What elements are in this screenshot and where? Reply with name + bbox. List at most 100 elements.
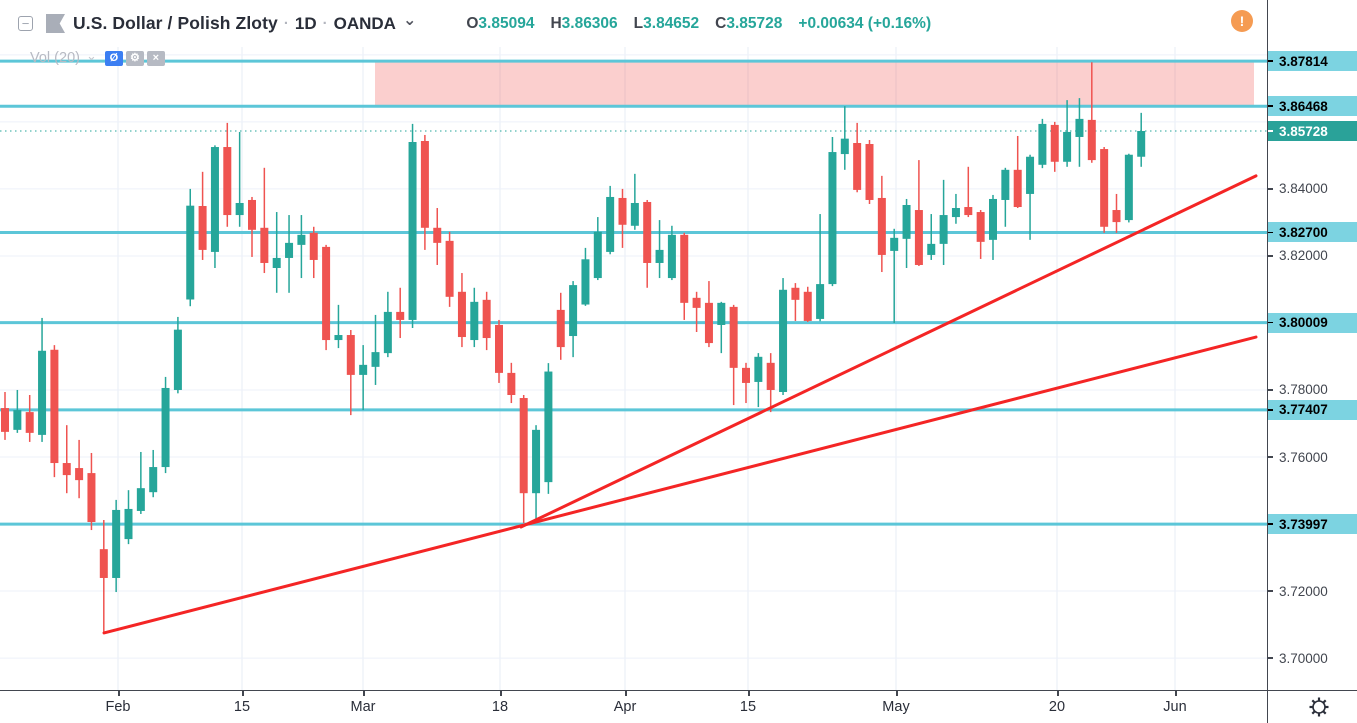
volume-legend: Vol (20) ⌄ Ø ⚙ × bbox=[30, 48, 168, 66]
candle-body bbox=[519, 398, 528, 494]
trendline[interactable] bbox=[102, 335, 1258, 635]
exclamation-icon: ! bbox=[1239, 13, 1245, 29]
candle-body bbox=[593, 231, 602, 279]
candle-body bbox=[346, 335, 355, 375]
candle-body bbox=[272, 257, 281, 269]
candle-body bbox=[161, 387, 170, 468]
candle-body bbox=[902, 205, 911, 239]
axis-tick-mark bbox=[1268, 105, 1273, 107]
candle-body bbox=[655, 249, 664, 263]
price-tick-label: 3.76000 bbox=[1268, 448, 1328, 466]
candle-body bbox=[173, 329, 182, 390]
candle-body bbox=[322, 246, 331, 341]
candle-body bbox=[445, 240, 454, 297]
price-tick-label: 3.70000 bbox=[1268, 649, 1328, 667]
alert-button[interactable]: ! bbox=[1231, 10, 1253, 32]
axis-tick-mark bbox=[1268, 255, 1273, 257]
price-level-badge: 3.82700 bbox=[1268, 222, 1357, 243]
candlestick-chart[interactable] bbox=[0, 47, 1267, 690]
resistance-zone[interactable] bbox=[375, 61, 1254, 107]
candle-body bbox=[791, 287, 800, 300]
time-tick-label: 20 bbox=[1048, 699, 1066, 715]
price-level-badge: 3.77407 bbox=[1268, 399, 1357, 420]
indicator-label[interactable]: Vol (20) bbox=[30, 50, 80, 66]
axis-tick-mark bbox=[363, 691, 365, 696]
candle-body bbox=[704, 302, 713, 344]
price-axis[interactable]: 3.84000 3.82000 3.78000 3.76000 3.72000 3.700… bbox=[1267, 0, 1357, 690]
price-tick-label: 3.84000 bbox=[1268, 180, 1328, 198]
candle-body bbox=[976, 212, 985, 242]
candle-body bbox=[742, 367, 750, 383]
candle-body bbox=[853, 143, 862, 190]
indicator-settings-button[interactable]: ⚙ bbox=[125, 50, 144, 66]
axis-tick-mark bbox=[1175, 691, 1177, 696]
candle-body bbox=[606, 196, 615, 252]
candle-body bbox=[334, 335, 343, 341]
candle-body bbox=[297, 234, 306, 245]
candle-body bbox=[25, 412, 34, 433]
hide-indicator-button[interactable]: Ø bbox=[104, 50, 123, 66]
time-axis[interactable]: Feb 15 Mar 18 Apr 15 May 20 Jun bbox=[0, 690, 1357, 723]
axis-corner-separator bbox=[1267, 691, 1268, 723]
candle-body bbox=[1038, 123, 1047, 165]
time-tick-label: Jun bbox=[1163, 699, 1187, 715]
candle-body bbox=[1001, 169, 1010, 200]
remove-indicator-button[interactable]: × bbox=[146, 50, 165, 66]
interval-label[interactable]: 1D bbox=[294, 13, 317, 33]
axis-tick-mark bbox=[1268, 389, 1273, 391]
trendline[interactable] bbox=[519, 174, 1258, 529]
axis-tick-mark bbox=[118, 691, 120, 696]
collapse-button[interactable]: − bbox=[18, 16, 33, 31]
candle-body bbox=[556, 309, 565, 348]
axis-settings-button[interactable] bbox=[1306, 696, 1332, 720]
current-price-badge: 3.85728 bbox=[1268, 121, 1357, 141]
price-level-badge: 3.87814 bbox=[1268, 51, 1357, 72]
time-tick-label: 15 bbox=[233, 699, 251, 715]
close-icon: × bbox=[152, 51, 160, 64]
candle-body bbox=[186, 205, 195, 300]
price-tick-label: 3.78000 bbox=[1268, 381, 1328, 399]
time-tick-label: 18 bbox=[491, 699, 509, 715]
chevron-down-icon[interactable]: ⌄ bbox=[402, 11, 417, 29]
candle-body bbox=[989, 198, 997, 240]
axis-tick-mark bbox=[1268, 456, 1273, 458]
candle-body bbox=[99, 549, 108, 578]
axis-tick-mark bbox=[1268, 409, 1273, 411]
chevron-down-icon[interactable]: ⌄ bbox=[85, 48, 97, 63]
candle-body bbox=[532, 429, 541, 494]
candle-body bbox=[692, 297, 701, 308]
open-value: 3.85094 bbox=[478, 14, 535, 32]
candle-body bbox=[223, 147, 232, 216]
candle-body bbox=[50, 349, 59, 464]
exchange-label[interactable]: OANDA bbox=[333, 13, 396, 33]
candle-body bbox=[495, 324, 503, 373]
candle-body bbox=[927, 243, 936, 255]
ohlc-readout: O 3.85094 H 3.86306 L 3.84652 C 3.85728 +0.0… bbox=[466, 15, 931, 33]
candle-body bbox=[877, 197, 886, 255]
candle-body bbox=[569, 285, 578, 337]
price-level-badge: 3.80009 bbox=[1268, 312, 1357, 333]
candle-body bbox=[396, 311, 405, 320]
axis-tick-mark bbox=[1268, 590, 1273, 592]
candle-body bbox=[62, 463, 71, 476]
candle-body bbox=[766, 362, 775, 390]
axis-tick-mark bbox=[1057, 691, 1059, 696]
low-label: L bbox=[633, 14, 644, 32]
symbol-title[interactable]: U.S. Dollar / Polish Zloty bbox=[73, 13, 278, 33]
candle-body bbox=[457, 291, 466, 338]
axis-tick-mark bbox=[1268, 657, 1273, 659]
candle-body bbox=[828, 152, 837, 285]
candle-body bbox=[507, 372, 516, 396]
time-tick-label: Apr bbox=[613, 699, 637, 715]
time-tick-label: 15 bbox=[739, 699, 757, 715]
axis-tick-mark bbox=[625, 691, 627, 696]
axis-tick-mark bbox=[1268, 130, 1273, 132]
candle-body bbox=[408, 142, 417, 320]
symbol-flag-icon[interactable] bbox=[46, 14, 65, 33]
open-label: O bbox=[466, 14, 479, 32]
price-level-badge: 3.86468 bbox=[1268, 96, 1357, 117]
candle-body bbox=[939, 215, 948, 244]
candle-body bbox=[951, 208, 960, 218]
time-tick-label: Mar bbox=[350, 699, 376, 715]
